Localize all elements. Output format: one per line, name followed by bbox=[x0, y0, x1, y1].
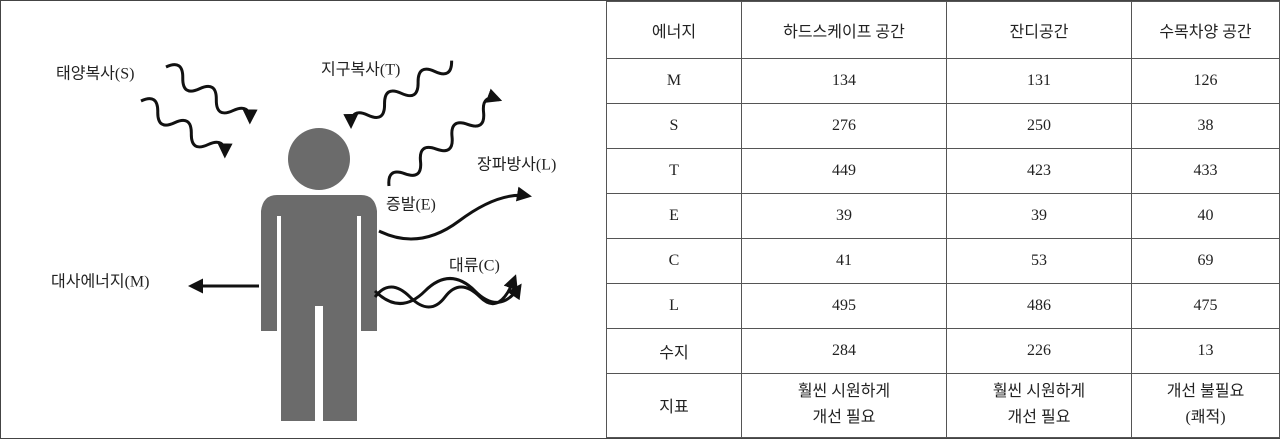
table-cell: 53 bbox=[946, 237, 1132, 284]
label-convection: 대류(C) bbox=[449, 257, 500, 275]
table-cell: 226 bbox=[946, 327, 1132, 374]
table-row: C 41 53 69 bbox=[606, 237, 1280, 284]
table-cell: E bbox=[606, 192, 742, 239]
table-row: 지표 훨씬 시원하게 개선 필요 훨씬 시원하게 개선 필요 개선 불필요 (쾌적) bbox=[606, 372, 1280, 439]
cell-line: 개선 필요 bbox=[812, 409, 876, 427]
cell-line: 개선 불필요 bbox=[1166, 383, 1245, 401]
table-cell: 39 bbox=[741, 192, 947, 239]
cell-line: 개선 필요 bbox=[1007, 409, 1071, 427]
table-cell: 40 bbox=[1131, 192, 1280, 239]
table-cell: C bbox=[606, 237, 742, 284]
table-cell: 69 bbox=[1131, 237, 1280, 284]
header-cell: 하드스케이프 공간 bbox=[741, 0, 947, 60]
table-cell: 13 bbox=[1131, 327, 1280, 374]
table-body: 에너지 하드스케이프 공간 잔디공간 수목차양 공간 M 134 131 126 S 276 250… bbox=[606, 0, 1280, 439]
table-cell: 개선 불필요 (쾌적) bbox=[1131, 372, 1280, 439]
table-cell: 449 bbox=[741, 147, 947, 194]
table-cell: 433 bbox=[1131, 147, 1280, 194]
arrows bbox=[140, 60, 532, 309]
table-cell: 지표 bbox=[606, 372, 742, 439]
cell-line: 훨씬 시원하게 bbox=[797, 383, 891, 401]
table-cell: 수지 bbox=[606, 327, 742, 374]
table-cell: 495 bbox=[741, 282, 947, 329]
table-cell: 475 bbox=[1131, 282, 1280, 329]
table-cell: 126 bbox=[1131, 58, 1280, 104]
table-cell: 39 bbox=[946, 192, 1132, 239]
table-cell: 134 bbox=[741, 58, 947, 104]
label-evaporation: 증발(E) bbox=[386, 196, 436, 214]
table-row: S 276 250 38 bbox=[606, 103, 1280, 149]
table-row: L 495 486 475 bbox=[606, 282, 1280, 329]
header-row: 에너지 하드스케이프 공간 잔디공간 수목차양 공간 bbox=[606, 0, 1280, 60]
table-cell: T bbox=[606, 147, 742, 194]
energy-table: 에너지 하드스케이프 공간 잔디공간 수목차양 공간 M 134 131 126 S 276 250… bbox=[606, 0, 1280, 439]
diagram: 태양복사(S) 지구복사(T) 장파방사(L) 증발(E) 대류(C) 대사에너… bbox=[51, 60, 556, 421]
table-cell: L bbox=[606, 282, 742, 329]
person bbox=[261, 128, 377, 421]
header-cell: 수목차양 공간 bbox=[1131, 0, 1280, 60]
table-row: 수지 284 226 13 bbox=[606, 327, 1280, 374]
header-cell: 잔디공간 bbox=[946, 0, 1132, 60]
cell-line: 훨씬 시원하게 bbox=[992, 383, 1086, 401]
table-cell: 38 bbox=[1131, 103, 1280, 149]
label-terrestrial: 지구복사(T) bbox=[321, 61, 400, 79]
table-cell: M bbox=[606, 58, 742, 104]
table-row: E 39 39 40 bbox=[606, 192, 1280, 239]
label-metabolic: 대사에너지(M) bbox=[51, 273, 149, 291]
header-cell: 에너지 bbox=[606, 0, 742, 60]
table-row: T 449 423 433 bbox=[606, 147, 1280, 194]
table-cell: 423 bbox=[946, 147, 1132, 194]
label-longwave: 장파방사(L) bbox=[477, 156, 556, 174]
table-cell: 486 bbox=[946, 282, 1132, 329]
table-cell: 250 bbox=[946, 103, 1132, 149]
table-cell: 131 bbox=[946, 58, 1132, 104]
table-cell: 41 bbox=[741, 237, 947, 284]
cell-line: (쾌적) bbox=[1185, 409, 1226, 427]
table-cell: S bbox=[606, 103, 742, 149]
table-row: M 134 131 126 bbox=[606, 58, 1280, 104]
table-cell: 276 bbox=[741, 103, 947, 149]
table-cell: 284 bbox=[741, 327, 947, 374]
label-solar: 태양복사(S) bbox=[56, 65, 134, 83]
